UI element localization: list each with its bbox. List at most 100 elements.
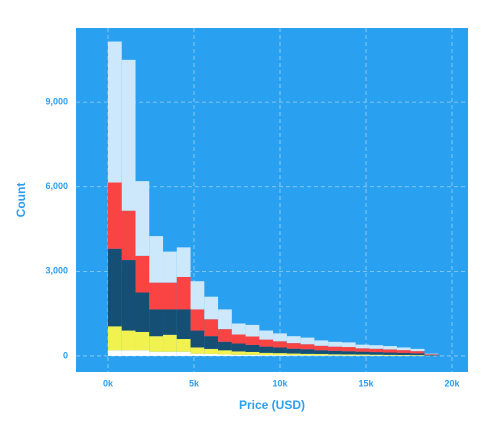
bar-segment xyxy=(163,309,177,335)
bar-segment xyxy=(121,210,136,261)
bar-segment xyxy=(314,355,329,356)
bar-segment xyxy=(273,347,287,354)
bar-segment xyxy=(410,351,425,354)
bar-segment xyxy=(286,343,301,349)
bar-segment xyxy=(341,351,356,355)
bar-segment xyxy=(231,343,246,352)
bar-segment xyxy=(149,282,164,310)
bar-segment xyxy=(107,248,122,327)
bar-segment xyxy=(245,336,260,345)
bar-segment xyxy=(218,329,232,342)
bar-segment xyxy=(121,330,136,351)
x-tick-label: 20k xyxy=(444,378,460,388)
bar-segment xyxy=(204,353,219,356)
bar-segment xyxy=(190,330,205,348)
bar-segment xyxy=(314,345,329,351)
bar-segment xyxy=(355,351,370,355)
bar-segment xyxy=(410,353,425,356)
bar-segment xyxy=(383,352,397,355)
bar-segment xyxy=(355,348,370,352)
bar-segment xyxy=(396,350,411,353)
bar-segment xyxy=(176,351,191,356)
bar-segment xyxy=(300,353,315,356)
bar-segment xyxy=(341,342,356,348)
bar-segment xyxy=(107,182,122,249)
bar-segment xyxy=(273,353,287,356)
bar-segment xyxy=(424,353,439,355)
bar-segment xyxy=(176,309,191,340)
y-tick-label: 6,000 xyxy=(45,181,68,191)
bar-segment xyxy=(341,347,356,352)
bar-segment xyxy=(410,348,425,352)
bar-segment xyxy=(259,355,274,356)
bar-segment xyxy=(121,59,136,211)
bar-segment xyxy=(286,353,301,356)
bar-segment xyxy=(245,344,260,352)
bar-segment xyxy=(341,354,356,356)
bar-segment xyxy=(383,346,397,350)
bar-segment xyxy=(135,331,150,351)
bar-segment xyxy=(300,337,315,345)
bar-segment xyxy=(204,348,219,354)
bar-segment xyxy=(245,354,260,356)
bar-segment xyxy=(286,348,301,354)
bar-segment xyxy=(328,341,342,347)
bar-segment xyxy=(176,276,191,310)
bar-segment xyxy=(259,330,274,340)
bar-segment xyxy=(231,323,246,335)
bar-segment xyxy=(314,353,329,356)
y-axis-title: Count xyxy=(14,183,28,218)
bar-segment xyxy=(149,351,164,356)
bar-segment xyxy=(176,247,191,277)
bar-segment xyxy=(328,346,342,351)
bar-segment xyxy=(328,350,342,355)
bar-segment xyxy=(231,334,246,344)
bar-segment xyxy=(121,350,136,356)
bar-segment xyxy=(396,352,411,355)
bar-segment xyxy=(369,352,384,355)
bar-segment xyxy=(231,354,246,356)
bar-segment xyxy=(163,251,177,283)
bar-segment xyxy=(135,350,150,356)
x-tick-label: 10k xyxy=(272,378,288,388)
bar-segment xyxy=(259,346,274,353)
y-tick-label: 0 xyxy=(63,350,68,360)
y-tick-label: 3,000 xyxy=(45,266,68,276)
bar-segment xyxy=(190,347,205,354)
bar-segment xyxy=(259,339,274,347)
bar-segment xyxy=(369,348,384,353)
bar-segment xyxy=(190,353,205,356)
x-axis-title: Price (USD) xyxy=(239,398,305,412)
bar-segment xyxy=(424,355,439,356)
bar-segment xyxy=(369,354,384,356)
bar-segment xyxy=(314,340,329,346)
bar-segment xyxy=(204,319,219,337)
bar-segment xyxy=(218,350,232,355)
bar-segment xyxy=(369,345,384,349)
bar-segment xyxy=(107,41,122,183)
bar-segment xyxy=(300,349,315,354)
bar-segment xyxy=(135,292,150,332)
bar-segment xyxy=(218,341,232,351)
bar-segment xyxy=(273,355,287,356)
bar-segment xyxy=(259,352,274,356)
x-tick-label: 15k xyxy=(358,378,374,388)
bar-segment xyxy=(107,326,122,351)
bar-segment xyxy=(135,181,150,256)
bar-segment xyxy=(410,355,425,356)
bar-segment xyxy=(245,324,260,337)
bar-segment xyxy=(163,282,177,310)
bar-segment xyxy=(163,351,177,356)
x-tick-label: 5k xyxy=(189,378,200,388)
bar-segment xyxy=(396,354,411,356)
bar-segment xyxy=(218,309,232,330)
bar-segment xyxy=(204,336,219,349)
bar-segment xyxy=(383,354,397,356)
bar-segment xyxy=(163,334,177,352)
bar-segment xyxy=(135,255,150,293)
bar-segment xyxy=(149,336,164,352)
bar-segment xyxy=(383,349,397,353)
bar-segment xyxy=(149,236,164,283)
bar-segment xyxy=(314,350,329,354)
